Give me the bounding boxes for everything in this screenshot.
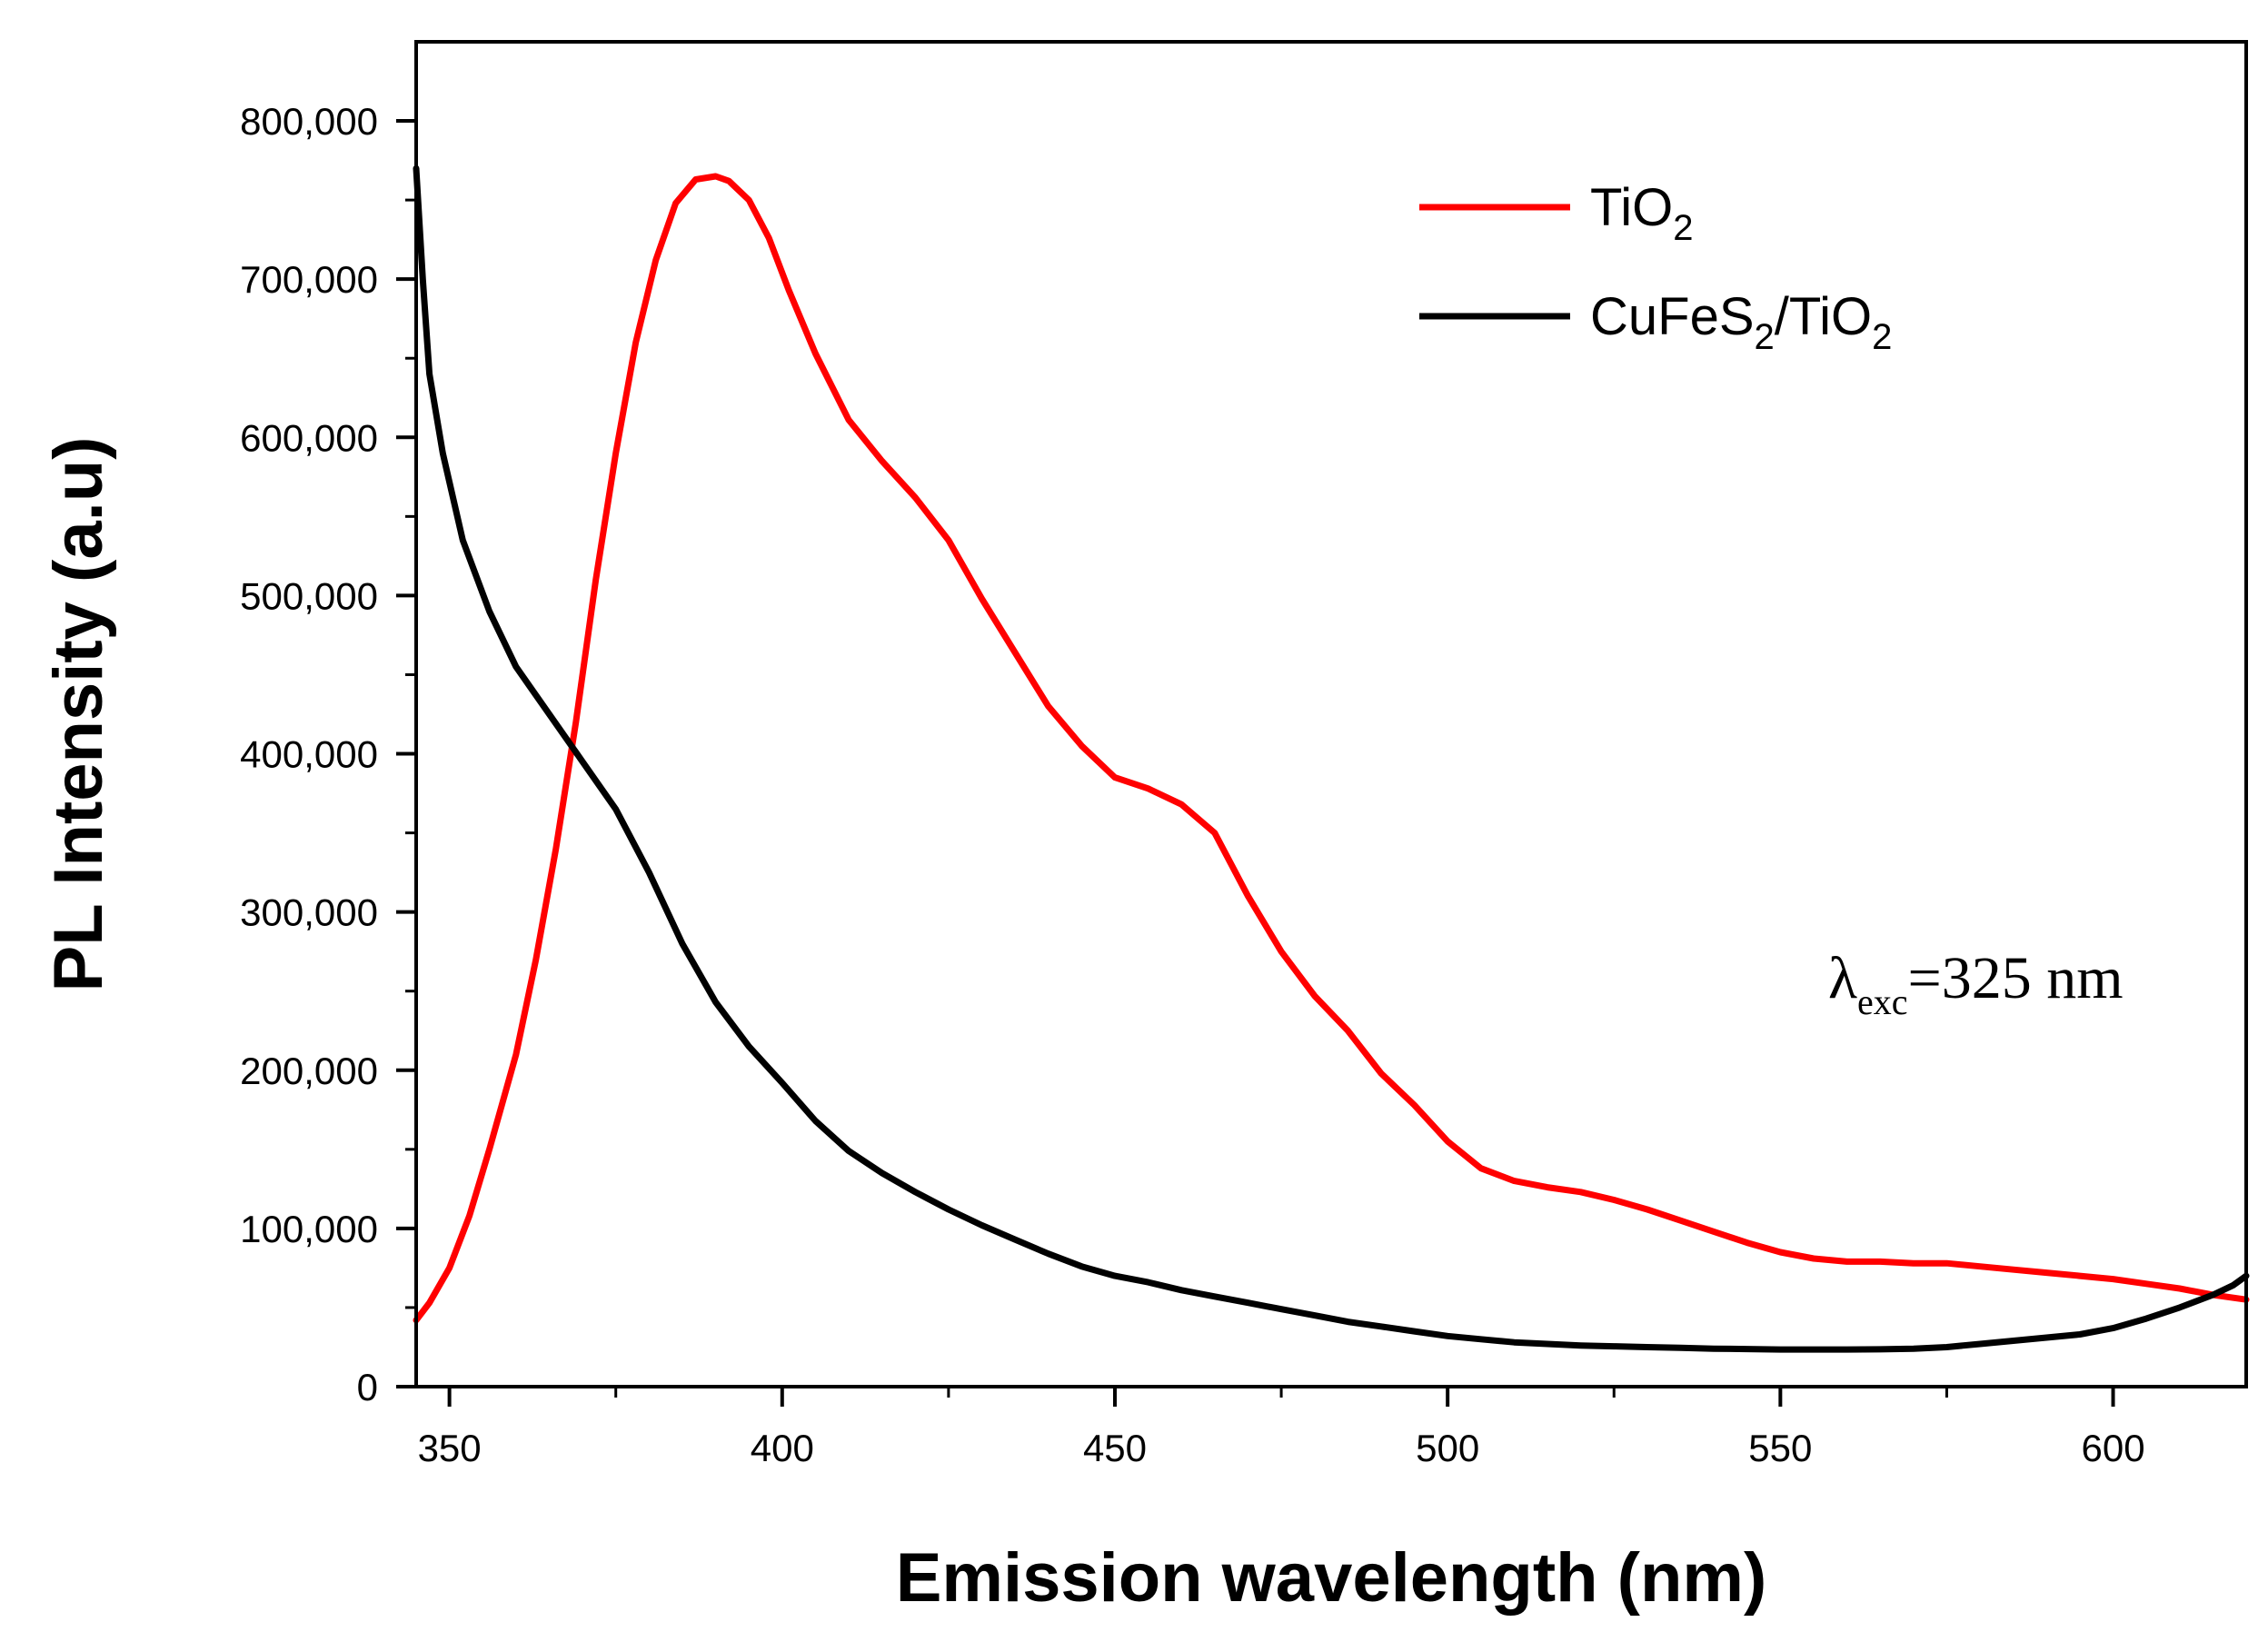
excitation-wavelength-annotation: λexc=325 nm [1828, 945, 2124, 1022]
x-tick-label: 450 [1083, 1427, 1147, 1469]
legend: TiO2 CuFeS2/TiO2 [1419, 178, 1892, 357]
legend-label: TiO2 [1590, 178, 1694, 248]
data-series [413, 164, 2250, 1353]
y-tick-label: 700,000 [240, 258, 378, 301]
x-tick-label: 400 [751, 1427, 814, 1469]
y-tick-label: 300,000 [240, 891, 378, 934]
x-tick-label: 350 [418, 1427, 482, 1469]
x-tick-label: 500 [1416, 1427, 1479, 1469]
series-line-tio2 [413, 173, 2250, 1324]
y-tick-label: 500,000 [240, 574, 378, 617]
x-axis-title: Emission wavelength (nm) [896, 1539, 1767, 1617]
y-tick-label: 0 [357, 1366, 378, 1408]
series-line-cufes2-tio2 [413, 164, 2250, 1353]
y-tick-label: 800,000 [240, 100, 378, 143]
x-tick-label: 600 [2081, 1427, 2144, 1469]
tick-labels: 0 100,000 200,000 300,000 400,000 500,000 600,… [240, 100, 2144, 1469]
y-tick-label: 600,000 [240, 416, 378, 459]
x-tick-label: 550 [1748, 1427, 1812, 1469]
lambda-symbol: λ [1828, 945, 1857, 1011]
lambda-subscript: exc [1857, 981, 1908, 1022]
y-axis-title: PL Intensity (a.u) [40, 437, 117, 992]
y-tick-label: 100,000 [240, 1208, 378, 1250]
y-tick-label: 400,000 [240, 733, 378, 776]
annotation-value: =325 nm [1908, 945, 2124, 1011]
legend-label: CuFeS2/TiO2 [1590, 287, 1892, 357]
y-tick-label: 200,000 [240, 1050, 378, 1092]
plot-frame [414, 40, 2248, 1388]
